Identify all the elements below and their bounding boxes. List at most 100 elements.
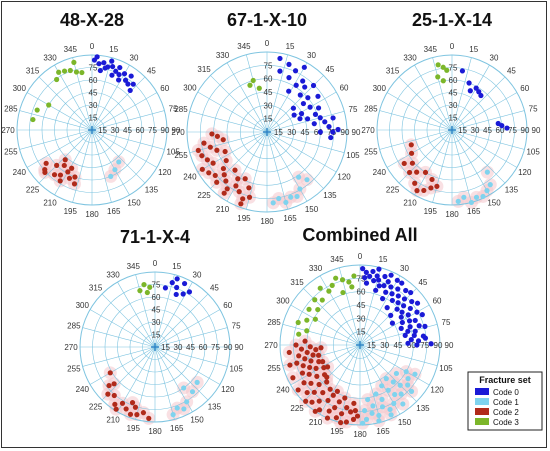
legend-swatch-code-1 <box>475 398 489 405</box>
azimuth-tick-label: 225 <box>386 185 400 194</box>
pole-point-code-0 <box>362 275 368 281</box>
pole-point-code-0 <box>292 68 299 74</box>
azimuth-tick-label: 255 <box>4 148 18 157</box>
azimuth-tick-label: 105 <box>229 365 243 374</box>
azimuth-spoke <box>451 129 506 184</box>
pole-point-code-2 <box>307 364 313 371</box>
pole-point-code-0 <box>128 73 134 79</box>
stereonet-4: 0 153045607590105120135150165180195210225… <box>64 227 244 436</box>
pole-point-code-0 <box>394 306 400 312</box>
pole-point-code-3 <box>351 273 357 279</box>
pole-point-code-0 <box>301 64 307 70</box>
pole-point-code-0 <box>315 93 321 99</box>
azimuth-tick-label: 315 <box>197 65 211 74</box>
pole-point-code-0 <box>384 305 390 311</box>
pole-point-code-0 <box>304 116 311 122</box>
pole-point-code-2 <box>223 178 229 184</box>
azimuth-spoke <box>101 293 156 348</box>
azimuth-tick-label: 240 <box>276 386 290 395</box>
azimuth-tick-label: 30 <box>400 264 409 273</box>
azimuth-tick-label: 15 <box>172 262 181 271</box>
azimuth-tick-label: 195 <box>127 424 141 433</box>
pole-point-code-0 <box>125 81 131 87</box>
azimuth-tick-label: 240 <box>13 168 27 177</box>
pole-point-code-2 <box>310 352 316 358</box>
pole-point-code-1 <box>370 403 376 409</box>
dip-tick-label-north: 75 <box>264 61 273 70</box>
pole-point-code-2 <box>414 169 420 175</box>
azimuth-spoke <box>266 131 337 173</box>
azimuth-spoke <box>414 64 453 131</box>
pole-point-code-3 <box>440 64 446 70</box>
pole-point-code-2 <box>302 338 308 344</box>
azimuth-tick-label: 15 <box>379 255 388 264</box>
azimuth-tick-label: 300 <box>276 297 290 306</box>
pole-point-code-0 <box>408 289 414 296</box>
pole-point-code-0 <box>381 283 387 289</box>
azimuth-tick-label: 345 <box>127 262 141 271</box>
pole-point-code-0 <box>305 95 311 101</box>
stereonet-1: 0 153045607590105120135150165180195210225… <box>1 10 181 219</box>
pole-point-code-0 <box>407 324 413 330</box>
azimuth-tick-label: 285 <box>4 104 18 113</box>
pole-point-code-0 <box>109 72 115 78</box>
azimuth-spoke <box>303 288 361 346</box>
pole-point-code-0 <box>419 312 425 318</box>
azimuth-spoke <box>290 344 361 386</box>
pole-point-code-0 <box>389 291 395 297</box>
azimuth-spoke <box>89 346 156 385</box>
pole-point-code-3 <box>147 284 153 290</box>
pole-point-code-3 <box>79 69 85 76</box>
dip-tick-label-east: 30 <box>174 343 183 352</box>
azimuth-tick-label: 120 <box>518 168 532 177</box>
pole-point-code-1 <box>487 182 493 188</box>
azimuth-tick-label: 30 <box>193 270 202 279</box>
azimuth-spoke <box>386 129 453 168</box>
azimuth-tick-label: 255 <box>174 151 188 160</box>
pole-point-code-0 <box>388 272 394 278</box>
azimuth-spoke <box>266 62 308 133</box>
pole-point-code-2 <box>65 169 71 175</box>
azimuth-spoke <box>38 76 93 131</box>
pole-point-code-1 <box>484 169 490 175</box>
azimuth-tick-label: 225 <box>89 402 103 411</box>
pole-point-code-0 <box>101 60 107 66</box>
pole-point-code-2 <box>132 404 139 410</box>
pole-point-code-2 <box>240 196 246 202</box>
dip-tick-label-north: 30 <box>152 318 161 327</box>
pole-point-code-0 <box>400 303 407 309</box>
azimuth-spoke <box>451 76 506 131</box>
legend: Fracture set Code 0 Code 1 Code 2 Code 3 <box>467 371 543 431</box>
pole-point-code-3 <box>73 69 80 75</box>
pole-point-code-1 <box>385 387 391 393</box>
pole-point-code-2 <box>304 389 310 396</box>
azimuth-tick-label: 30 <box>490 53 499 62</box>
azimuth-tick-label: 60 <box>160 84 169 93</box>
pole-point-code-2 <box>316 407 323 413</box>
azimuth-tick-label: 330 <box>216 51 230 60</box>
pole-point-code-0 <box>380 296 386 302</box>
azimuth-tick-label: 165 <box>467 207 481 216</box>
pole-point-code-0 <box>335 126 341 133</box>
dip-tick-label-north: 60 <box>264 75 273 84</box>
pole-point-code-2 <box>123 406 129 412</box>
pole-point-code-1 <box>174 405 180 411</box>
pole-point-code-2 <box>408 142 414 148</box>
pole-point-code-0 <box>297 92 303 98</box>
pole-point-code-3 <box>144 289 150 296</box>
pole-point-code-0 <box>389 297 395 304</box>
pole-point-code-2 <box>111 392 117 399</box>
pole-point-code-0 <box>110 63 116 70</box>
azimuth-spoke <box>266 111 345 133</box>
panel-title: 25-1-X-14 <box>412 10 492 30</box>
pole-point-code-1 <box>379 383 385 389</box>
pole-point-code-3 <box>54 76 60 83</box>
pole-point-code-0 <box>373 287 379 293</box>
azimuth-spoke <box>266 54 288 133</box>
pole-point-code-2 <box>301 380 307 386</box>
pole-point-code-2 <box>351 400 357 406</box>
azimuth-tick-label: 255 <box>364 148 378 157</box>
pole-point-code-0 <box>389 320 396 326</box>
pole-point-code-0 <box>399 319 405 326</box>
pole-point-code-0 <box>403 287 409 294</box>
